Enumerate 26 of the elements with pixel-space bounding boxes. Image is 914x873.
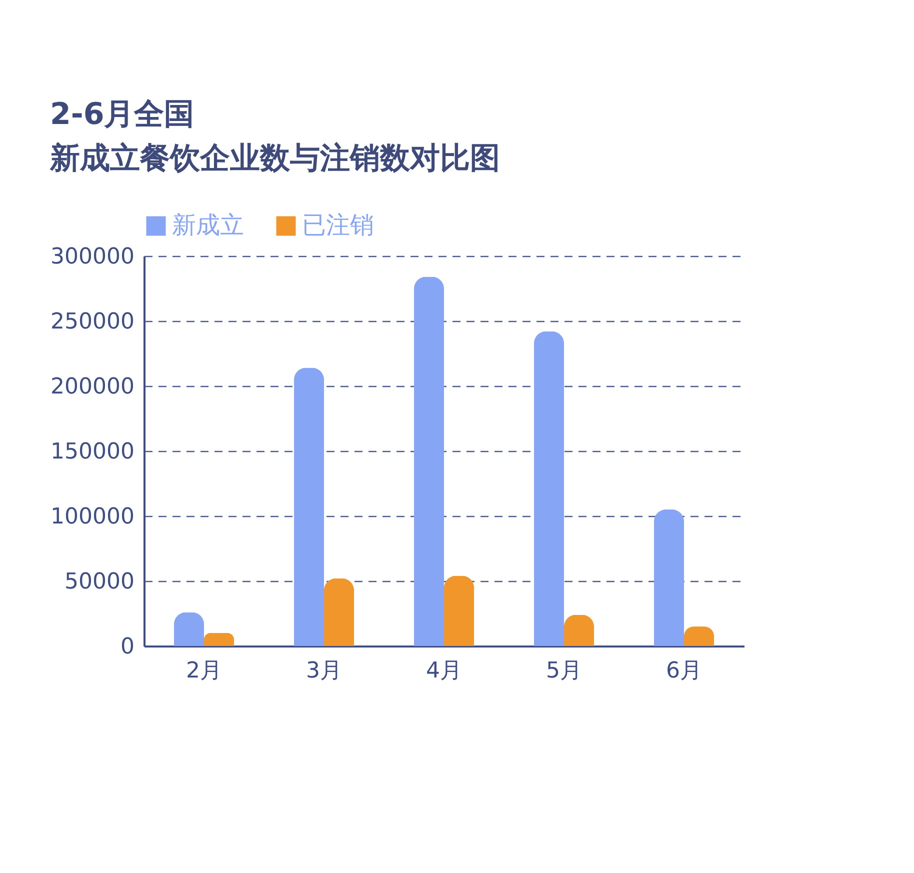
bar (174, 612, 204, 646)
bar (324, 578, 354, 646)
bar (414, 276, 444, 646)
legend-label: 已注销 (302, 211, 374, 239)
x-tick-label: 4月 (426, 658, 462, 684)
bar (204, 633, 234, 646)
x-tick-label: 6月 (666, 658, 702, 684)
bar (444, 576, 474, 646)
y-tick-label: 100000 (50, 504, 134, 530)
bar (294, 368, 324, 646)
bar (684, 626, 714, 646)
y-tick-label: 0 (120, 634, 134, 660)
chart-title: 2-6月全国 (50, 97, 194, 132)
x-tick-label: 5月 (546, 658, 582, 684)
chart-subtitle: 新成立餐饮企业数与注销数对比图 (49, 141, 500, 176)
x-tick-label: 3月 (306, 658, 342, 684)
y-tick-label: 200000 (50, 374, 134, 400)
y-tick-label: 50000 (64, 570, 134, 594)
x-tick-label: 2月 (186, 658, 222, 684)
bar (654, 510, 684, 646)
bar (564, 614, 594, 646)
legend-label: 新成立 (172, 211, 244, 239)
y-tick-label: 300000 (50, 244, 134, 270)
y-tick-label: 250000 (50, 310, 134, 334)
bar (534, 331, 564, 646)
y-tick-label: 150000 (50, 440, 134, 464)
